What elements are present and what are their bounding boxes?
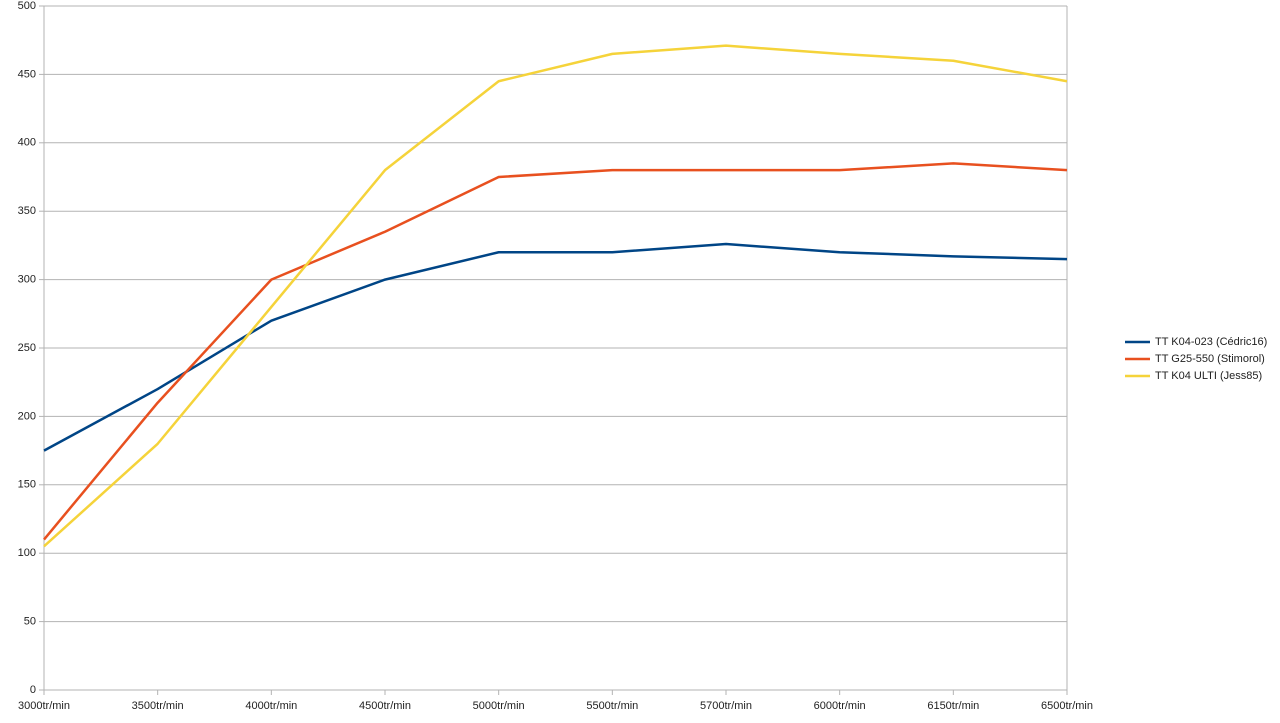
y-tick-label: 50 xyxy=(24,616,36,628)
x-tick-label: 5000tr/min xyxy=(473,700,525,712)
x-tick-label: 4500tr/min xyxy=(359,700,411,712)
y-tick-label: 350 xyxy=(18,205,36,217)
x-tick-label: 6000tr/min xyxy=(814,700,866,712)
y-tick-label: 400 xyxy=(18,137,36,149)
x-tick-label: 5500tr/min xyxy=(586,700,638,712)
x-tick-label: 3000tr/min xyxy=(18,700,70,712)
y-tick-label: 150 xyxy=(18,479,36,491)
y-tick-label: 200 xyxy=(18,410,36,422)
y-tick-label: 100 xyxy=(18,547,36,559)
legend-label: TT K04 ULTI (Jess85) xyxy=(1155,370,1262,382)
x-tick-label: 4000tr/min xyxy=(245,700,297,712)
legend-label: TT G25-550 (Stimorol) xyxy=(1155,353,1265,365)
legend-label: TT K04-023 (Cédric16) xyxy=(1155,336,1267,348)
x-tick-label: 6500tr/min xyxy=(1041,700,1093,712)
x-tick-label: 5700tr/min xyxy=(700,700,752,712)
series-line xyxy=(43,162,1068,541)
series-line xyxy=(43,44,1068,548)
y-tick-label: 250 xyxy=(18,342,36,354)
y-tick-label: 500 xyxy=(18,0,36,12)
y-tick-label: 300 xyxy=(18,274,36,286)
x-tick-label: 6150tr/min xyxy=(927,700,979,712)
x-tick-label: 3500tr/min xyxy=(132,700,184,712)
y-tick-label: 450 xyxy=(18,68,36,80)
series-line xyxy=(43,242,1068,452)
y-tick-label: 0 xyxy=(30,684,36,696)
